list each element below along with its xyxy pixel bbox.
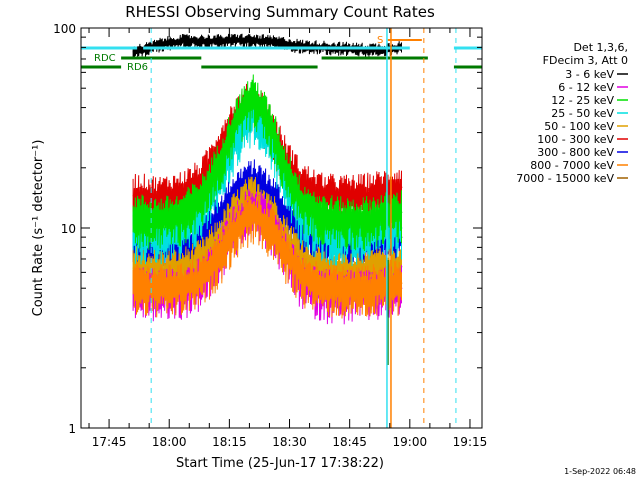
series-5-point bbox=[401, 186, 403, 188]
series-7-point bbox=[361, 287, 363, 289]
y-tick-label: 1 bbox=[68, 422, 76, 436]
series-3-point bbox=[252, 113, 254, 115]
x-axis-label: Start Time (25-Jun-17 17:38:22) bbox=[176, 456, 384, 471]
series-7-point bbox=[284, 252, 287, 254]
series-6-point bbox=[200, 238, 202, 240]
x-tick-label: 18:00 bbox=[152, 435, 187, 449]
series-5-point bbox=[132, 195, 134, 197]
series-0 bbox=[132, 33, 403, 59]
flag-label-rdc: RDC bbox=[94, 53, 116, 64]
series-2-point bbox=[216, 167, 218, 169]
legend-label: 300 - 800 keV bbox=[537, 146, 614, 159]
series-0-trace bbox=[132, 33, 402, 59]
series-5-point bbox=[321, 195, 323, 197]
series-2-point bbox=[232, 126, 234, 128]
series-7-point bbox=[180, 285, 182, 288]
series-2-point bbox=[252, 96, 254, 98]
series-7-point bbox=[252, 213, 254, 215]
plot-area: RDC RD6 S bbox=[81, 28, 482, 428]
series-7-point bbox=[216, 258, 218, 260]
series-2-trace bbox=[132, 74, 402, 252]
legend-label: 25 - 50 keV bbox=[551, 107, 614, 120]
series-6-point bbox=[272, 198, 275, 200]
series-2-point bbox=[160, 219, 162, 221]
series-4-point bbox=[132, 267, 134, 269]
series-0-point bbox=[240, 39, 242, 41]
series-0-point bbox=[200, 40, 202, 42]
series-2-point bbox=[301, 201, 303, 203]
series-0-point bbox=[160, 43, 162, 45]
series-2-point bbox=[244, 102, 246, 104]
series-7-point bbox=[341, 287, 343, 289]
series-2-point bbox=[401, 211, 403, 213]
series-2 bbox=[132, 74, 403, 252]
x-tick-label: 18:30 bbox=[272, 435, 307, 449]
series-7-point bbox=[200, 277, 202, 279]
series-2-point bbox=[381, 215, 383, 217]
flag-label-s: S bbox=[377, 35, 383, 46]
series-5-point bbox=[361, 196, 363, 198]
series-2-point bbox=[361, 219, 363, 221]
series-2-point bbox=[341, 219, 343, 221]
series-6-point bbox=[260, 185, 263, 187]
series-7-point bbox=[244, 217, 246, 219]
legend-label: 100 - 300 keV bbox=[537, 133, 614, 146]
series-2-point bbox=[321, 215, 323, 217]
legend-label: 800 - 7000 keV bbox=[530, 159, 614, 172]
x-tick-label: 19:00 bbox=[393, 435, 428, 449]
flag-label-rd6: RD6 bbox=[127, 62, 148, 73]
series-7-trace bbox=[132, 195, 402, 319]
series-5-point bbox=[200, 181, 202, 183]
series-5-point bbox=[381, 192, 383, 194]
y-axis-label: Count Rate (s⁻¹ detector⁻¹) bbox=[31, 140, 46, 317]
series-5-point bbox=[301, 183, 303, 186]
series-3-point bbox=[244, 121, 246, 123]
series-7-point bbox=[160, 287, 162, 289]
series-0-point bbox=[280, 42, 283, 44]
chart-title: RHESSI Observing Summary Count Rates bbox=[125, 3, 435, 21]
series-2-point bbox=[132, 215, 134, 217]
legend-label: 3 - 6 keV bbox=[565, 68, 614, 81]
x-tick-label: 19:15 bbox=[453, 435, 488, 449]
series-7-point bbox=[381, 285, 383, 288]
series-5-point bbox=[341, 196, 343, 199]
series-7-point bbox=[260, 219, 263, 221]
series-2-point bbox=[272, 132, 275, 134]
series-7-point bbox=[321, 284, 323, 286]
y-tick-label: 10 bbox=[61, 222, 76, 236]
x-tick-label: 18:15 bbox=[212, 435, 247, 449]
legend-header-line-2: FDecim 3, Att 0 bbox=[543, 54, 628, 67]
series-0-point bbox=[220, 40, 222, 42]
series-4-point bbox=[301, 258, 303, 260]
legend-label: 50 - 100 keV bbox=[544, 120, 614, 133]
series-3-point bbox=[232, 144, 234, 146]
series-7-point bbox=[132, 284, 134, 286]
series-7-point bbox=[401, 282, 403, 284]
series-6-point bbox=[216, 219, 218, 221]
legend-label: 7000 - 15000 keV bbox=[516, 172, 614, 185]
series-0-point bbox=[180, 40, 182, 42]
series-7-point bbox=[301, 274, 303, 276]
legend-header-line-1: Det 1,3,6, bbox=[573, 41, 628, 54]
series-2-point bbox=[180, 215, 182, 217]
series-2-point bbox=[284, 167, 287, 169]
series-7-point bbox=[232, 231, 234, 234]
series-7 bbox=[132, 195, 403, 319]
series-6-point bbox=[284, 215, 287, 217]
legend-label: 6 - 12 keV bbox=[558, 81, 614, 94]
series-5-point bbox=[180, 193, 182, 195]
series-0-point bbox=[260, 40, 263, 42]
series-0-point bbox=[132, 51, 134, 53]
y-tick-label: 100 bbox=[53, 22, 76, 36]
x-tick-label: 18:45 bbox=[332, 435, 367, 449]
legend-label: 12 - 25 keV bbox=[551, 94, 614, 107]
x-tick-label: 17:45 bbox=[92, 435, 127, 449]
series-7-point bbox=[272, 231, 275, 234]
series-2-point bbox=[260, 107, 263, 109]
series-4-point bbox=[321, 268, 323, 271]
footer-date: 1-Sep-2022 06:48 bbox=[564, 467, 636, 476]
series-2-point bbox=[200, 198, 202, 200]
